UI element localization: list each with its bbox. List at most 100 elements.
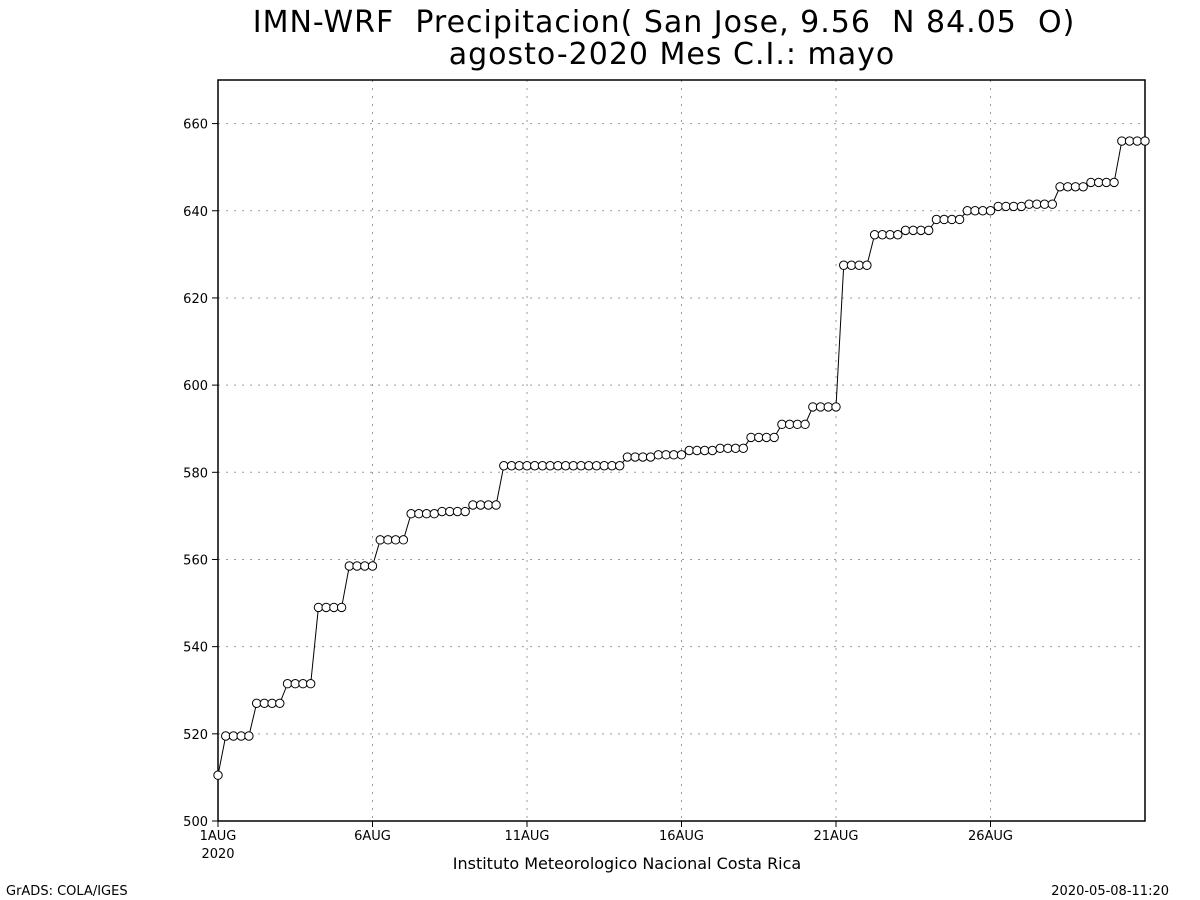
data-point-marker — [398, 535, 409, 545]
data-point-marker — [761, 432, 772, 443]
data-point-marker — [390, 535, 401, 545]
y-tick-label: 520 — [183, 728, 208, 743]
data-point-marker — [1070, 182, 1081, 192]
data-point-marker — [715, 443, 725, 454]
data-point-marker — [545, 461, 555, 471]
data-point-marker — [1093, 177, 1104, 188]
data-point-marker — [916, 225, 926, 236]
data-point-marker — [522, 461, 532, 471]
data-point-marker — [375, 535, 385, 545]
data-point-marker — [437, 506, 447, 517]
data-point-marker — [213, 770, 223, 780]
data-point-marker — [746, 432, 756, 443]
x-tick-label: 6AUG — [354, 829, 391, 844]
data-point-marker — [1055, 182, 1065, 192]
x-axis-ticks: 1AUG 2020 6AUG 11AUG 16AUG 21AUG 26AUG — [200, 821, 1013, 862]
data-point-marker — [1078, 182, 1088, 192]
data-point-marker — [622, 452, 633, 462]
data-point-marker — [383, 535, 393, 545]
data-point-marker — [313, 602, 324, 613]
data-point-marker — [607, 461, 617, 471]
data-point-marker — [993, 201, 1003, 212]
y-tick-label: 540 — [183, 641, 208, 656]
data-point-marker — [978, 206, 988, 216]
data-point-marker — [282, 679, 293, 689]
data-point-marker — [452, 506, 463, 517]
data-point-marker — [985, 206, 996, 216]
x-tick-label: 1AUG — [200, 829, 237, 844]
plot-frame — [217, 79, 1146, 822]
data-point-marker — [800, 419, 810, 430]
y-tick-label: 500 — [183, 815, 208, 830]
data-point-marker — [576, 461, 586, 471]
x-tick-sublabel: 2020 — [201, 847, 234, 862]
chart-title: IMN-WRF Precipitacion( San Jose, 9.56 N … — [253, 5, 1076, 40]
data-point-marker — [615, 461, 625, 471]
data-point-marker — [421, 509, 432, 519]
data-point-marker — [869, 230, 880, 240]
data-point-marker — [707, 445, 718, 456]
data-point-marker — [877, 230, 888, 240]
data-point-marker — [514, 461, 524, 471]
data-point-marker — [669, 450, 679, 460]
data-point-marker — [1008, 201, 1019, 212]
data-point-marker — [638, 452, 648, 462]
data-point-marker — [298, 679, 308, 689]
data-point-marker — [839, 260, 849, 270]
data-point-marker — [1140, 136, 1150, 146]
data-point-marker — [506, 461, 517, 471]
data-point-marker — [954, 214, 965, 225]
y-tick-label: 560 — [183, 553, 208, 568]
data-point-marker — [290, 679, 300, 689]
y-tick-label: 600 — [183, 379, 208, 394]
data-point-marker — [900, 225, 911, 236]
data-point-marker — [885, 230, 895, 240]
data-point-marker — [908, 225, 918, 236]
y-axis-ticks: 500 520 540 560 580 600 620 640 660 — [183, 118, 218, 830]
chart-subtitle: agosto-2020 Mes C.I.: mayo — [449, 37, 896, 72]
data-point-marker — [777, 419, 787, 430]
data-point-marker — [738, 443, 748, 454]
data-point-marker — [414, 509, 424, 519]
data-point-marker — [530, 461, 540, 471]
data-point-marker — [846, 260, 857, 270]
data-point-marker — [808, 402, 818, 412]
data-point-marker — [792, 419, 803, 430]
data-point-marker — [406, 509, 416, 519]
data-point-marker — [692, 445, 702, 456]
data-point-marker — [1124, 136, 1135, 146]
data-point-marker — [352, 561, 362, 571]
y-tick-label: 640 — [183, 205, 208, 220]
data-point-marker — [584, 461, 594, 471]
footer-timestamp: 2020-05-08-11:20 — [1051, 884, 1169, 899]
footer-software-credit: GrADS: COLA/IGES — [6, 884, 128, 899]
y-tick-label: 580 — [183, 466, 208, 481]
data-point-marker — [723, 443, 733, 454]
data-point-marker — [460, 506, 470, 517]
data-point-marker — [893, 230, 903, 240]
data-point-marker — [329, 602, 339, 613]
data-point-marker — [599, 461, 609, 471]
data-point-marker — [931, 214, 942, 225]
x-tick-label: 26AUG — [968, 829, 1013, 844]
data-point-marker — [306, 679, 316, 689]
data-point-marker — [560, 461, 571, 471]
data-point-marker — [823, 402, 833, 412]
data-point-marker — [1001, 201, 1011, 212]
data-point-marker — [221, 731, 231, 741]
data-point-marker — [367, 561, 378, 571]
x-tick-label: 11AUG — [504, 829, 549, 844]
data-point-marker — [1109, 177, 1119, 188]
grid-lines — [218, 80, 1145, 821]
data-point-marker — [661, 450, 671, 460]
data-point-marker — [1117, 136, 1127, 146]
data-point-marker — [769, 432, 779, 443]
data-point-marker — [236, 731, 246, 741]
data-point-marker — [568, 461, 579, 471]
data-point-marker — [684, 445, 694, 456]
data-point-marker — [653, 450, 664, 460]
data-point-marker — [1063, 182, 1073, 192]
data-point-marker — [730, 443, 741, 454]
data-point-marker — [970, 206, 980, 216]
